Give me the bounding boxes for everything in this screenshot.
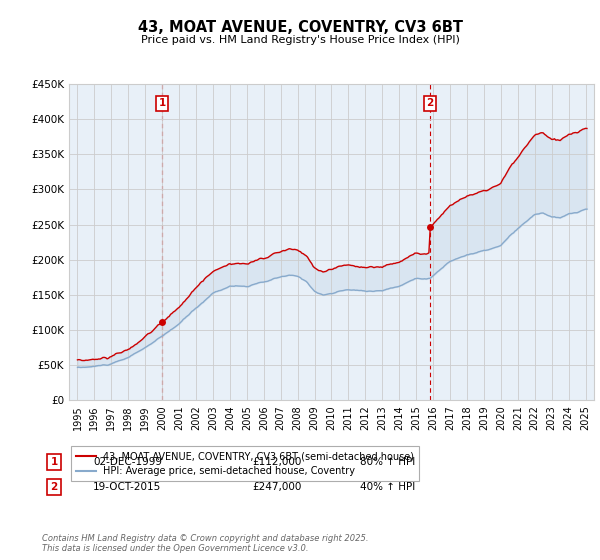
Text: 40% ↑ HPI: 40% ↑ HPI: [360, 482, 415, 492]
Text: Contains HM Land Registry data © Crown copyright and database right 2025.
This d: Contains HM Land Registry data © Crown c…: [42, 534, 368, 553]
Text: 2: 2: [50, 482, 58, 492]
Text: 43, MOAT AVENUE, COVENTRY, CV3 6BT: 43, MOAT AVENUE, COVENTRY, CV3 6BT: [137, 20, 463, 35]
Legend: 43, MOAT AVENUE, COVENTRY, CV3 6BT (semi-detached house), HPI: Average price, se: 43, MOAT AVENUE, COVENTRY, CV3 6BT (semi…: [71, 446, 419, 481]
Text: 02-DEC-1999: 02-DEC-1999: [93, 457, 162, 467]
Text: 1: 1: [50, 457, 58, 467]
Text: 1: 1: [158, 98, 166, 108]
Point: [425, 222, 435, 231]
Point: [157, 317, 167, 326]
Text: 19-OCT-2015: 19-OCT-2015: [93, 482, 161, 492]
Text: £112,000: £112,000: [252, 457, 301, 467]
Text: 80% ↑ HPI: 80% ↑ HPI: [360, 457, 415, 467]
Text: 2: 2: [427, 98, 434, 108]
Text: Price paid vs. HM Land Registry's House Price Index (HPI): Price paid vs. HM Land Registry's House …: [140, 35, 460, 45]
Text: £247,000: £247,000: [252, 482, 301, 492]
